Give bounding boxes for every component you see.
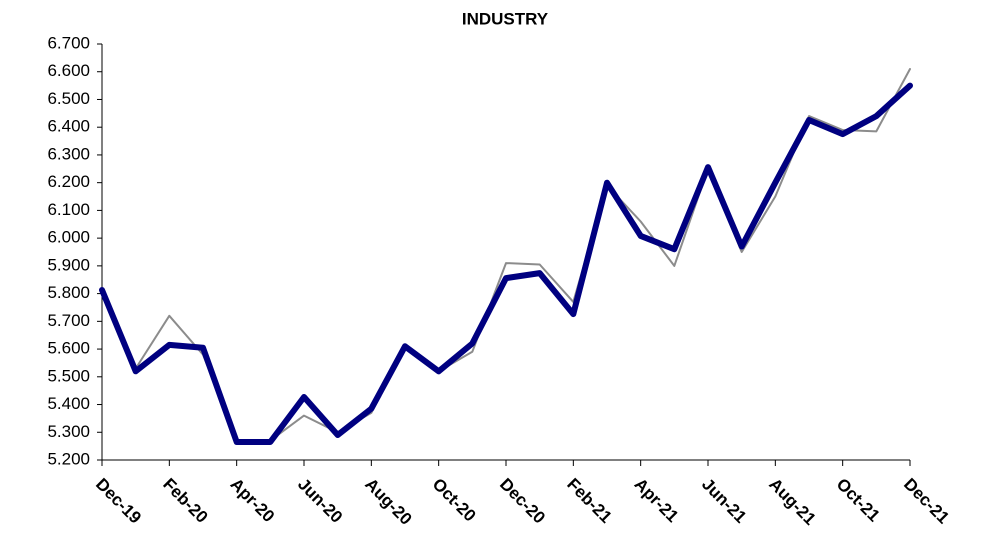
y-tick-label: 5.300 <box>47 422 90 441</box>
y-tick-label: 6.200 <box>47 172 90 191</box>
y-tick-label: 5.900 <box>47 255 90 274</box>
series-line <box>99 82 913 445</box>
x-tick-label: Dec-21 <box>900 475 953 528</box>
y-tick-label: 6.000 <box>47 228 90 247</box>
x-tick-label: Feb-21 <box>563 475 615 527</box>
x-tick-label: Dec-20 <box>496 475 549 528</box>
x-tick-label: Dec-19 <box>92 475 145 528</box>
y-tick-label: 6.500 <box>47 89 90 108</box>
y-tick-label: 5.400 <box>47 394 90 413</box>
chart-title: INDUSTRY <box>462 9 549 28</box>
y-tick-label: 6.600 <box>47 61 90 80</box>
y-tick-label: 5.800 <box>47 283 90 302</box>
x-tick-label: Feb-20 <box>159 475 211 527</box>
x-tick-label: Aug-20 <box>361 475 415 529</box>
x-tick-label: Jun-20 <box>294 475 346 527</box>
y-tick-label: 6.100 <box>47 200 90 219</box>
y-tick-label: 6.300 <box>47 144 90 163</box>
x-tick-label: Oct-20 <box>429 475 480 526</box>
series-line <box>101 68 911 442</box>
y-tick-label: 5.700 <box>47 311 90 330</box>
y-tick-label: 5.600 <box>47 339 90 358</box>
y-tick-label: 6.400 <box>47 117 90 136</box>
y-tick-label: 6.700 <box>47 33 90 52</box>
y-tick-label: 5.200 <box>47 449 90 468</box>
x-tick-label: Aug-21 <box>765 475 819 529</box>
x-tick-label: Apr-20 <box>227 475 279 527</box>
x-tick-label: Jun-21 <box>698 475 750 527</box>
x-tick-label: Apr-21 <box>631 475 683 527</box>
x-tick-label: Oct-21 <box>833 475 884 526</box>
y-tick-label: 5.500 <box>47 366 90 385</box>
